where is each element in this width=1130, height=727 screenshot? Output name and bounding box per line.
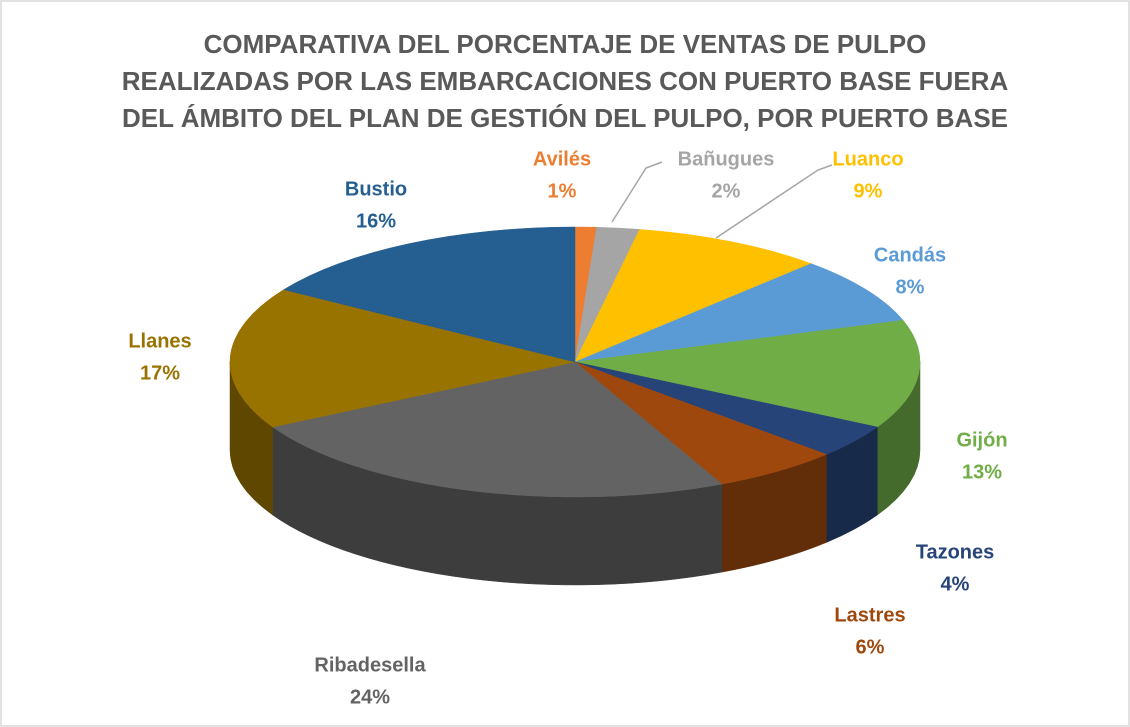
data-label-value: 17% <box>140 362 180 384</box>
data-label-name: Lastres <box>834 604 905 626</box>
data-label-name: Candás <box>874 244 946 266</box>
data-label-name: Gijón <box>956 429 1007 451</box>
data-label-name: Tazones <box>916 541 995 563</box>
data-label-value: 1% <box>548 180 577 202</box>
data-label-value: 16% <box>356 210 396 232</box>
data-label-value: 13% <box>962 461 1002 483</box>
data-label-name: Ribadesella <box>314 654 426 676</box>
data-label-name: Bustio <box>345 178 407 200</box>
leader-line <box>611 161 663 223</box>
slice <box>272 361 723 498</box>
data-label-name: Llanes <box>128 330 191 352</box>
slice <box>574 361 828 485</box>
chart-title: REALIZADAS POR LAS EMBARCACIONES CON PUE… <box>122 66 1009 96</box>
data-label-value: 8% <box>896 276 925 298</box>
chart-title: DEL ÁMBITO DEL PLAN DE GESTIÓN DEL PULPO… <box>122 103 1008 133</box>
leader-line <box>715 164 833 239</box>
data-label-value: 24% <box>350 686 390 708</box>
data-label-name: Avilés <box>533 148 591 170</box>
data-label-value: 6% <box>856 636 885 658</box>
slice <box>229 289 576 428</box>
data-label-name: Luanco <box>832 148 903 170</box>
data-label-value: 4% <box>941 573 970 595</box>
data-label-name: Bañugues <box>678 148 775 170</box>
data-label-value: 9% <box>854 180 883 202</box>
slice <box>574 263 904 363</box>
data-label-value: 2% <box>712 180 741 202</box>
slice <box>574 229 812 363</box>
chart-title: COMPARATIVA DEL PORCENTAJE DE VENTAS DE … <box>204 29 927 59</box>
slice <box>574 320 921 428</box>
slice <box>283 226 576 363</box>
